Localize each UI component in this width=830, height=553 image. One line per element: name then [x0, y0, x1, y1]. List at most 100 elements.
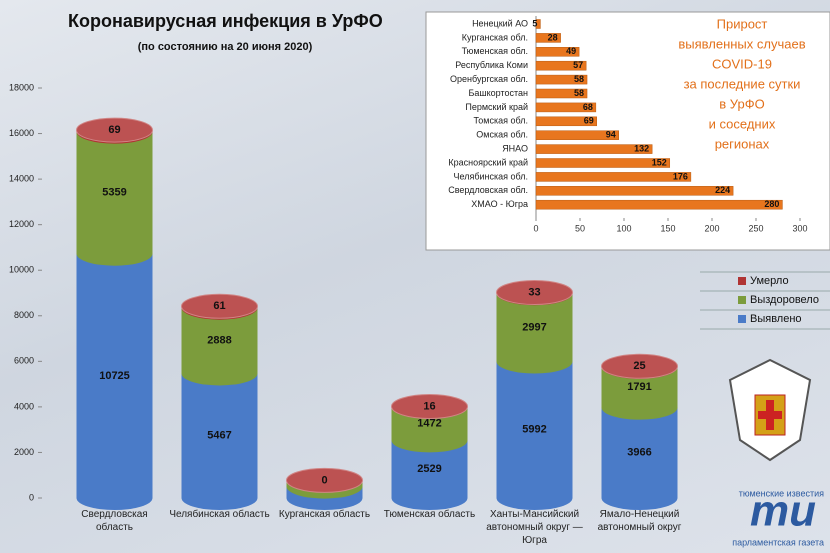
y-tick-label: 6000: [14, 356, 34, 366]
y-tick-label: Томская обл.: [473, 116, 528, 126]
bar: [535, 60, 587, 71]
bar: [535, 74, 588, 85]
y-tick-label: Свердловская обл.: [448, 185, 528, 195]
legend-swatch: [738, 296, 746, 304]
y-tick-label: 10000: [9, 265, 34, 275]
data-label: 69: [108, 124, 120, 136]
data-label: 2997: [522, 321, 546, 333]
x-tick-label: 0: [533, 223, 538, 233]
data-label: 5467: [207, 430, 231, 442]
legend-label: Выявлено: [750, 313, 802, 325]
logo-top: тюменские известия: [739, 488, 824, 498]
chart-title: Коронавирусная инфекция в УрФО: [68, 11, 383, 31]
data-label: 49: [566, 46, 576, 56]
data-label: 176: [673, 171, 688, 181]
x-tick-label: Ямало-Ненецкий автономный округ: [597, 509, 682, 533]
data-label: 10725: [99, 370, 130, 382]
emblem: [728, 358, 812, 462]
data-label: 152: [652, 157, 667, 167]
y-tick-label: Челябинская обл.: [453, 171, 528, 181]
y-tick-label: Омская обл.: [476, 130, 528, 140]
x-tick-label: 100: [616, 223, 631, 233]
inset-panel: [425, 11, 830, 251]
inset-title: Прирост: [717, 16, 768, 31]
x-tick-label: Челябинская область: [169, 509, 270, 520]
data-label: 33: [528, 286, 540, 298]
y-tick-label: Башкортостан: [468, 88, 528, 98]
logo-mark: ти: [750, 487, 816, 536]
x-tick-label: Свердловская область: [81, 509, 148, 533]
y-tick-label: Республика Коми: [455, 60, 528, 70]
data-label: 58: [574, 74, 584, 84]
y-tick-label: ХМАО - Югра: [471, 199, 528, 209]
bar: [535, 172, 692, 182]
data-label: 1791: [627, 381, 651, 393]
bar: [535, 47, 580, 57]
y-tick-label: Красноярский край: [448, 157, 528, 167]
bar: [535, 130, 619, 140]
data-label: 61: [213, 300, 225, 312]
y-tick-label: Оренбургская обл.: [450, 74, 528, 84]
x-tick-label: Тюменская область: [383, 509, 476, 520]
legend-label: Умерло: [750, 275, 789, 287]
y-tick-label: 2000: [14, 447, 34, 457]
y-tick-label: ЯНАО: [502, 143, 528, 153]
data-label: 5: [532, 18, 537, 28]
inset-title: выявленных случаев: [678, 36, 805, 51]
bar: [535, 199, 783, 210]
data-label: 132: [634, 143, 649, 153]
bar: [535, 33, 561, 43]
data-label: 280: [764, 199, 779, 209]
bar-segment: [601, 407, 678, 498]
y-tick-label: 16000: [9, 128, 34, 138]
bar: [535, 88, 588, 99]
bar: [535, 144, 653, 154]
bar: [535, 102, 597, 113]
legend-swatch: [738, 315, 746, 323]
data-label: 1472: [417, 418, 441, 430]
y-tick-label: 12000: [9, 219, 34, 229]
data-label: 5992: [522, 424, 546, 436]
bar-segment: [496, 361, 573, 498]
x-tick-label: 200: [704, 223, 719, 233]
y-tick-label: Тюменская обл.: [462, 46, 528, 56]
y-tick-label: 0: [29, 492, 34, 502]
data-label: 5359: [102, 187, 126, 199]
legend-label: Выздоровело: [750, 294, 819, 306]
x-tick-label: 250: [748, 223, 763, 233]
bar-cap: [286, 467, 363, 493]
bar: [535, 186, 734, 196]
data-label: 16: [423, 400, 435, 412]
inset-title: за последние сутки: [684, 76, 801, 91]
x-tick-label: 50: [575, 223, 585, 233]
bar: [535, 19, 541, 29]
bar-cap: [496, 279, 573, 305]
bar-segment: [76, 131, 153, 254]
y-tick-label: 4000: [14, 401, 34, 411]
y-tick-label: Ненецкий АО: [472, 18, 528, 28]
data-label: 58: [574, 88, 584, 98]
y-tick-label: 14000: [9, 173, 34, 183]
bar: [535, 116, 597, 127]
data-label: 28: [548, 32, 558, 42]
data-label: 224: [715, 185, 730, 195]
data-label: 25: [633, 360, 645, 372]
x-tick-label: 300: [792, 223, 807, 233]
inset-title: и соседних: [709, 116, 776, 131]
bar-cap: [601, 353, 678, 379]
bar-cap: [76, 117, 153, 143]
data-label: 2888: [207, 334, 231, 346]
inset-title: в УрФО: [719, 96, 764, 111]
data-label: 57: [573, 60, 583, 70]
chart-subtitle: (по состоянию на 20 июня 2020): [138, 41, 313, 53]
y-tick-label: 8000: [14, 310, 34, 320]
logo-bottom: парламентская газета: [732, 537, 824, 547]
data-label: 69: [584, 116, 594, 126]
x-tick-label: Курганская область: [278, 509, 371, 520]
bar: [535, 158, 671, 168]
x-tick-label: Ханты-Мансийский автономный округ — Югра: [486, 509, 583, 546]
data-label: 2529: [417, 463, 441, 475]
bar-cap: [181, 293, 258, 319]
